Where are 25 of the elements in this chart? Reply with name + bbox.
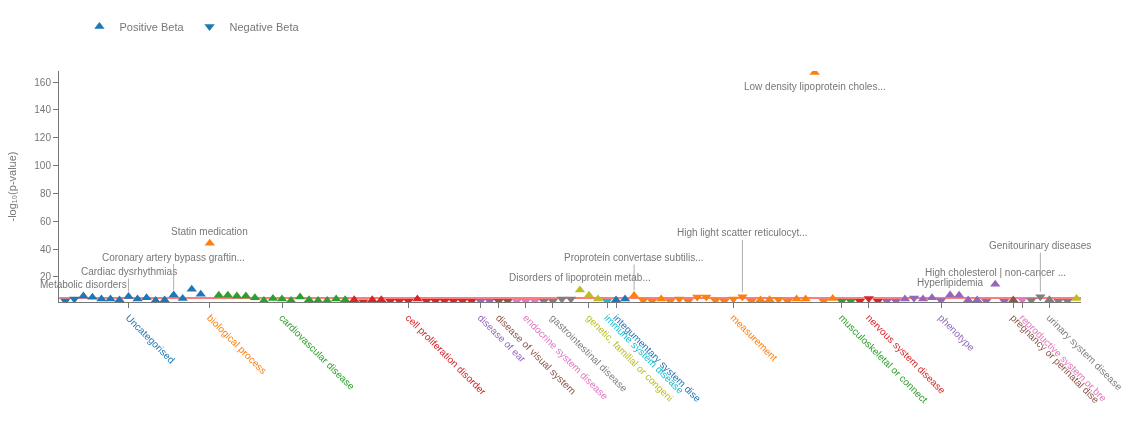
y-tick-label: 40 xyxy=(39,243,52,255)
y-tick-label: 80 xyxy=(39,187,52,199)
y-axis-title: -log₁₀(p-value) xyxy=(5,151,18,222)
y-tick-label: 120 xyxy=(34,132,52,144)
point xyxy=(87,292,98,300)
point xyxy=(141,293,152,301)
y-tick-label: 160 xyxy=(34,76,52,88)
legend-label: Positive Beta xyxy=(119,20,185,33)
annotation: Coronary artery bypass graftin... xyxy=(102,252,245,263)
annotation: Disorders of lipoprotein metab... xyxy=(509,272,651,283)
annotation: High light scatter reticulocyt... xyxy=(677,227,808,238)
point xyxy=(195,289,206,297)
annotation: Proprotein convertase subtilis... xyxy=(564,252,704,263)
annotation: Statin medication xyxy=(171,226,248,237)
annotation: Low density lipoprotein choles... xyxy=(744,81,886,92)
point xyxy=(186,284,197,292)
point xyxy=(1071,294,1081,301)
y-tick-label: 100 xyxy=(34,160,52,172)
point xyxy=(123,291,134,299)
y-tick-label: 60 xyxy=(39,215,52,227)
annotation: High cholesterol | non-cancer ... xyxy=(925,267,1067,278)
y-tick-label: 140 xyxy=(34,104,52,116)
annotation: Cardiac dysrhythmias xyxy=(81,266,178,277)
annotation: Genitourinary diseases xyxy=(989,240,1092,251)
legend-label: Negative Beta xyxy=(229,20,300,33)
